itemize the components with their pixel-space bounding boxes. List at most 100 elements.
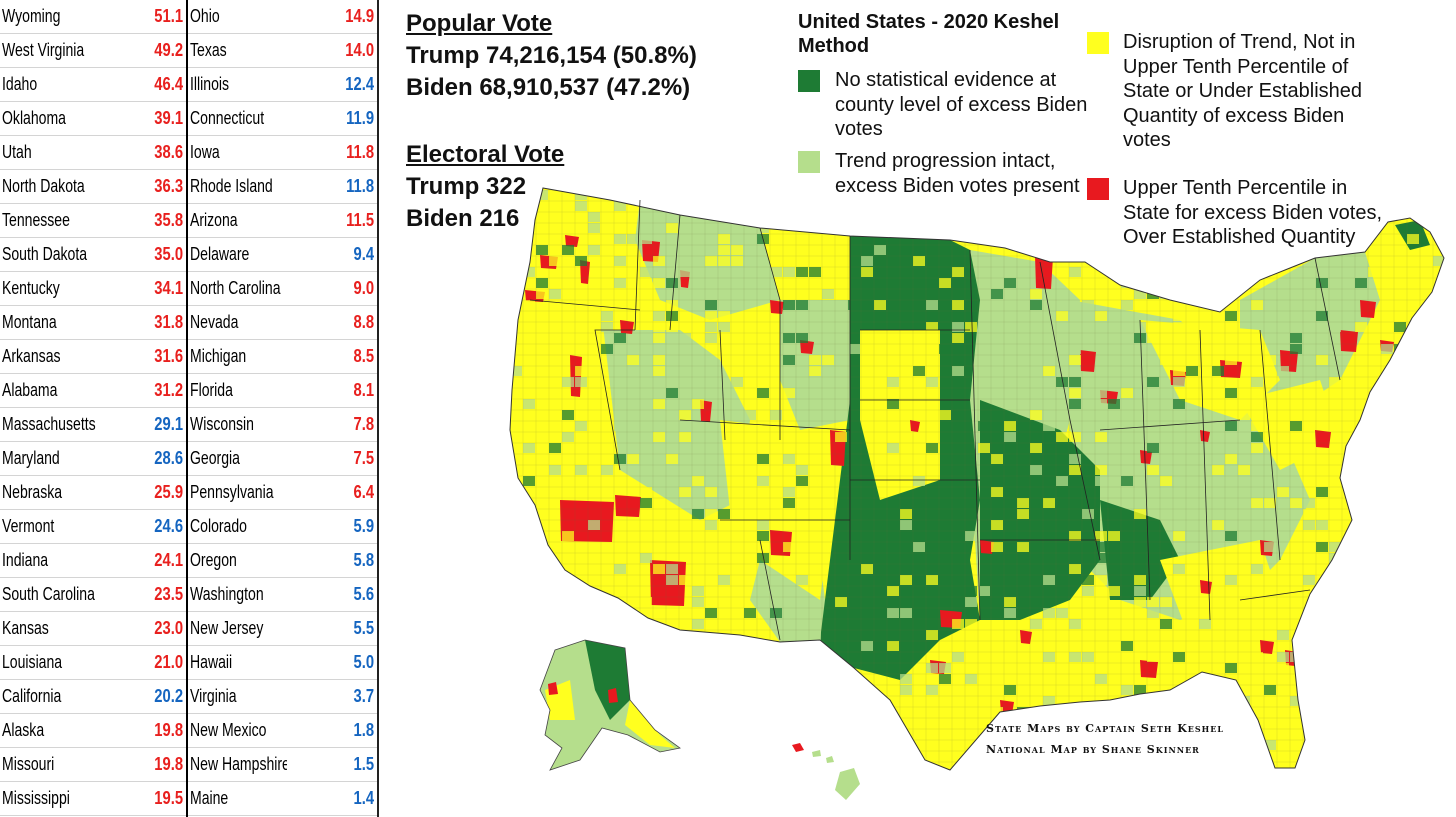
county-cell bbox=[1017, 509, 1029, 519]
county-cell bbox=[1082, 608, 1094, 618]
state-value: 35.0 bbox=[154, 244, 183, 264]
state-name: Utah bbox=[2, 142, 32, 162]
county-cell bbox=[1407, 234, 1419, 244]
state-name-cell: Alaska bbox=[0, 713, 98, 748]
county-cell bbox=[562, 377, 574, 387]
alaska-red bbox=[608, 688, 618, 703]
county-cell bbox=[614, 333, 626, 343]
state-boundary bbox=[529, 299, 641, 311]
county-cell bbox=[1121, 388, 1133, 398]
state-value: 11.8 bbox=[346, 142, 374, 162]
county-cell bbox=[1030, 652, 1042, 662]
table-row: South Dakota 35.0 Delaware 9.4 bbox=[0, 237, 379, 272]
county-cell bbox=[1407, 465, 1419, 475]
county-cell bbox=[926, 630, 938, 640]
county-cell bbox=[757, 190, 769, 200]
state-name: Mississippi bbox=[2, 788, 70, 808]
state-name-cell: South Carolina bbox=[0, 577, 98, 612]
county-cell bbox=[601, 322, 613, 332]
state-value-cell: 17.0 bbox=[98, 815, 188, 817]
county-cell bbox=[1394, 674, 1406, 684]
county-cell bbox=[1173, 366, 1185, 376]
table-row: Nebraska 25.9 Pennsylvania 6.4 bbox=[0, 475, 379, 510]
county-cell bbox=[562, 245, 574, 255]
county-cell bbox=[1394, 498, 1406, 508]
state-boundary bbox=[679, 419, 851, 431]
county-cell bbox=[757, 597, 769, 607]
county-cell bbox=[666, 256, 678, 266]
region-red-spot bbox=[1200, 430, 1210, 442]
county-cell bbox=[1290, 652, 1302, 662]
state-value: 5.0 bbox=[353, 652, 374, 672]
county-cell bbox=[1316, 355, 1328, 365]
county-cell bbox=[900, 245, 912, 255]
state-name: Illinois bbox=[190, 74, 230, 94]
county-cell bbox=[1108, 531, 1120, 541]
county-cell bbox=[1147, 597, 1159, 607]
state-value: 8.1 bbox=[353, 380, 374, 400]
county-cell bbox=[1004, 355, 1016, 365]
county-cell bbox=[705, 509, 717, 519]
county-cell bbox=[1381, 718, 1393, 728]
state-name: Tennessee bbox=[2, 210, 70, 230]
state-name: Idaho bbox=[2, 74, 38, 94]
county-cell bbox=[1316, 311, 1328, 321]
county-cell bbox=[1212, 465, 1224, 475]
county-cell bbox=[1082, 652, 1094, 662]
state-name: Georgia bbox=[190, 448, 240, 468]
county-cell bbox=[1082, 586, 1094, 596]
county-cell bbox=[1056, 432, 1068, 442]
county-cell bbox=[1056, 487, 1068, 497]
state-boundary bbox=[634, 199, 641, 331]
county-cell bbox=[1056, 322, 1068, 332]
county-cell bbox=[1095, 531, 1107, 541]
county-cell bbox=[536, 762, 548, 770]
county-cell bbox=[822, 366, 834, 376]
state-name: New Jersey bbox=[190, 618, 264, 638]
county-cell bbox=[1225, 355, 1237, 365]
county-cell bbox=[1069, 619, 1081, 629]
county-cell bbox=[1433, 256, 1444, 266]
state-value: 36.3 bbox=[154, 176, 183, 196]
county-cell bbox=[1303, 421, 1315, 431]
county-cell bbox=[861, 564, 873, 574]
state-name-cell: Oregon bbox=[187, 543, 287, 578]
county-cell bbox=[1238, 465, 1250, 475]
state-name: New Mexico bbox=[190, 720, 267, 740]
region-yellow-southeast bbox=[1160, 540, 1280, 640]
region-red-spot bbox=[1020, 630, 1032, 644]
state-value-cell: 8.1 bbox=[287, 373, 379, 408]
state-name-cell: Arkansas bbox=[0, 339, 98, 374]
county-cell bbox=[1394, 289, 1406, 299]
county-cell bbox=[913, 245, 925, 255]
county-cell bbox=[1381, 487, 1393, 497]
county-cell bbox=[1420, 421, 1432, 431]
county-cell bbox=[575, 366, 587, 376]
county-cell bbox=[536, 311, 548, 321]
county-cell bbox=[588, 234, 600, 244]
state-value: 24.6 bbox=[154, 516, 183, 536]
county-cell bbox=[1264, 608, 1276, 618]
county-cell bbox=[523, 608, 535, 618]
county-cell bbox=[718, 201, 730, 211]
state-value: 19.8 bbox=[154, 754, 183, 774]
county-cell bbox=[1355, 652, 1367, 662]
state-name: Iowa bbox=[190, 142, 220, 162]
county-cell bbox=[783, 542, 795, 552]
state-boundary bbox=[719, 329, 726, 441]
state-value: 24.1 bbox=[154, 550, 183, 570]
county-cell bbox=[1251, 652, 1263, 662]
county-cell bbox=[1381, 344, 1393, 354]
county-cell bbox=[1290, 619, 1302, 629]
county-cell bbox=[809, 509, 821, 519]
state-name: Vermont bbox=[2, 516, 55, 536]
county-cell bbox=[1355, 619, 1367, 629]
state-value-cell: 36.3 bbox=[98, 169, 188, 204]
county-cell bbox=[601, 465, 613, 475]
state-name: Florida bbox=[190, 380, 233, 400]
state-value: 25.9 bbox=[154, 482, 183, 502]
county-cell bbox=[1134, 597, 1146, 607]
county-cell bbox=[1238, 597, 1250, 607]
county-cell bbox=[1290, 498, 1302, 508]
county-cell bbox=[861, 344, 873, 354]
